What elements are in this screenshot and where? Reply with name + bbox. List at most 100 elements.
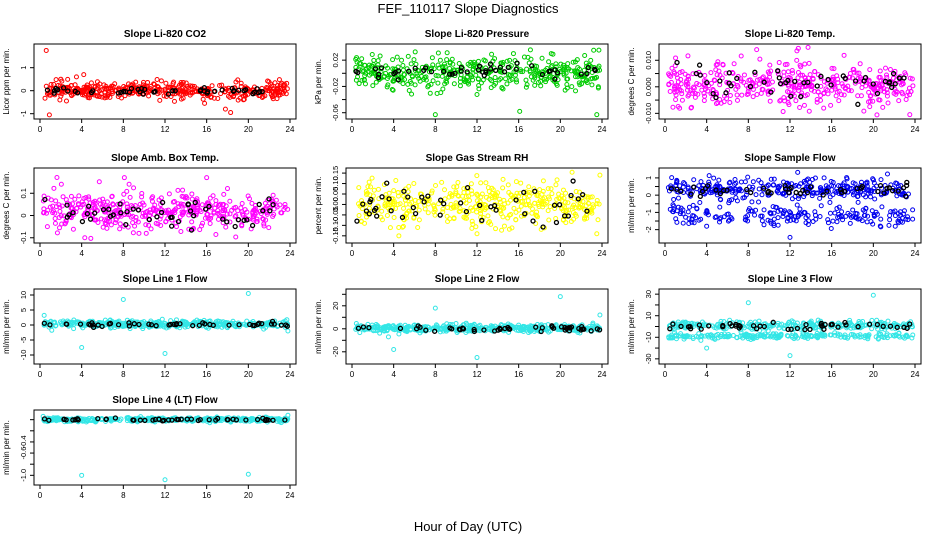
data-point <box>411 57 417 63</box>
y-tick-label: 5 <box>19 308 28 312</box>
data-point <box>375 186 381 192</box>
data-point <box>756 186 762 192</box>
data-point <box>691 177 697 183</box>
y-axis-label: degrees C per min. <box>2 171 11 239</box>
outlier-point <box>385 334 391 340</box>
overlay-point <box>501 69 508 75</box>
data-point <box>870 98 876 104</box>
data-point <box>57 208 63 214</box>
x-tick-label: 0 <box>663 370 668 379</box>
data-point <box>775 215 781 221</box>
y-tick-label: -0.010 <box>644 103 653 124</box>
data-point <box>673 97 679 103</box>
data-point <box>669 175 675 181</box>
data-point <box>793 98 799 104</box>
outlier-point <box>73 74 79 80</box>
panel-3: Slope Li-820 Temp.degrees C per min.0 4 8 1… <box>627 29 922 134</box>
data-point <box>356 185 362 191</box>
x-tick-label: 20 <box>244 370 253 379</box>
data-point <box>435 80 441 86</box>
outlier-point <box>432 305 438 311</box>
data-point <box>217 82 223 88</box>
overlay-point <box>378 65 385 71</box>
data-point <box>673 55 679 61</box>
data-point <box>745 174 751 180</box>
data-point <box>227 198 233 204</box>
x-tick-label: 16 <box>514 125 523 134</box>
data-point <box>879 204 885 210</box>
overlay-point <box>797 190 803 197</box>
data-point <box>847 220 853 226</box>
x-tick-label: 12 <box>473 125 482 134</box>
data-point <box>445 218 451 224</box>
outlier-point <box>245 291 251 296</box>
outlier-point <box>510 51 516 57</box>
data-point <box>263 87 269 93</box>
data-point <box>492 75 498 81</box>
data-point <box>455 179 461 185</box>
overlay-point <box>419 194 425 200</box>
data-point <box>180 187 186 193</box>
outlier-point <box>204 175 210 181</box>
data-point <box>162 86 168 92</box>
data-point <box>266 225 272 231</box>
data-point <box>805 44 811 50</box>
data-point <box>753 192 759 198</box>
data-point <box>408 61 414 67</box>
overlay-point <box>437 212 443 218</box>
data-point <box>596 47 602 53</box>
data-point <box>702 73 708 79</box>
x-tick-label: 20 <box>244 249 253 258</box>
data-point <box>88 80 94 86</box>
data-point <box>734 97 740 103</box>
x-tick-label: 0 <box>350 249 355 258</box>
data-point <box>430 78 436 84</box>
data-point <box>394 54 400 60</box>
data-point <box>749 199 755 205</box>
outlier-point <box>597 312 603 318</box>
data-point <box>529 206 535 212</box>
data-point <box>70 226 76 232</box>
data-point <box>227 211 233 217</box>
data-point <box>706 173 712 179</box>
data-point <box>415 224 421 230</box>
data-point <box>129 83 135 89</box>
data-point <box>276 89 282 95</box>
outlier-point <box>41 312 47 318</box>
overlay-point <box>529 63 535 69</box>
data-point <box>166 84 172 90</box>
data-point <box>200 96 206 102</box>
overlay-point <box>866 321 873 327</box>
data-point <box>518 203 524 209</box>
outlier-point <box>886 222 892 228</box>
data-point <box>223 224 229 230</box>
data-point <box>366 179 372 185</box>
data-point <box>850 207 856 213</box>
data-point <box>887 213 893 219</box>
data-point <box>493 226 499 232</box>
data-point <box>51 81 57 87</box>
x-tick-label: 0 <box>663 125 668 134</box>
data-point <box>690 202 696 208</box>
data-point <box>701 98 707 104</box>
data-point <box>795 196 801 202</box>
overlay-point <box>412 210 419 217</box>
panel-title: Slope Amb. Box Temp. <box>111 153 219 164</box>
data-point <box>63 98 69 104</box>
data-point <box>759 192 765 198</box>
data-point <box>731 61 737 67</box>
data-point <box>678 81 684 87</box>
y-tick-label: -0.06 <box>331 104 340 121</box>
data-point <box>371 57 377 63</box>
data-point <box>175 187 181 193</box>
data-point <box>883 65 889 71</box>
data-point <box>756 177 762 183</box>
outlier-point <box>396 233 402 239</box>
data-point <box>390 57 396 63</box>
overlay-point <box>726 70 732 76</box>
data-point <box>738 53 744 59</box>
data-point <box>827 199 833 205</box>
overlay-point <box>151 89 157 95</box>
data-point <box>284 80 290 86</box>
data-point <box>97 88 103 94</box>
